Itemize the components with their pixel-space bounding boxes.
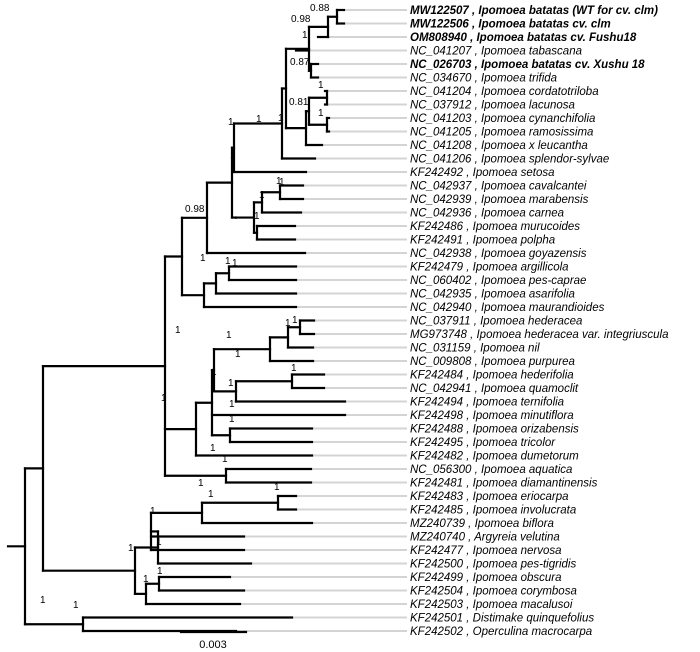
support-value: 1 (318, 108, 324, 119)
support-value: 1 (156, 537, 162, 548)
support-value: 0.87 (290, 57, 310, 68)
support-value: 1 (276, 176, 282, 187)
support-value: 1 (198, 478, 204, 489)
support-value: 1 (40, 595, 46, 606)
tip-label: KF242477 , Ipomoea nervosa (410, 545, 562, 557)
tip-label: KF242504 , Ipomoea corymbosa (410, 586, 577, 598)
tip-label: NC_041206 , Ipomoea splendor-sylvae (410, 154, 609, 166)
tip-label: KF242486 , Ipomoea murucoides (410, 221, 580, 233)
tip-label: MZ240739 , Ipomoea biflora (410, 518, 554, 530)
tip-label: NC_041205 , Ipomoea ramosissima (410, 127, 593, 139)
tip-label: KF242494 , Ipomoea ternifolia (410, 397, 564, 409)
support-value: 1 (291, 363, 297, 374)
tip-label: NC_034670 , Ipomoea trifida (410, 73, 557, 85)
support-value: 0.88 (310, 3, 330, 14)
support-value: 1 (229, 399, 235, 410)
tip-label: KF242492 , Ipomoea setosa (410, 167, 555, 179)
tip-label: MG973748 , Ipomoea hederacea var. integr… (410, 329, 668, 341)
tip-label: KF242479 , Ipomoea argillicola (410, 262, 569, 274)
support-value: 1 (143, 574, 149, 585)
tip-label: KF242483 , Ipomoea eriocarpa (410, 491, 569, 503)
tip-label: MZ240740 , Argyreia velutina (410, 532, 560, 544)
support-value: 1 (235, 349, 241, 360)
tip-label: KF242501 , Distimake quinquefolius (410, 613, 594, 625)
support-value: 1 (225, 256, 231, 267)
support-value: 1 (302, 30, 308, 41)
tip-label: NC_041208 , Ipomoea x leucantha (410, 140, 588, 152)
support-value: 1 (232, 258, 238, 269)
tip-label: KF242482 , Ipomoea dumetorum (410, 451, 579, 463)
tip-label: NC_042941 , Ipomoea quamoclit (410, 383, 579, 395)
tip-label: KF242488 , Ipomoea orizabensis (410, 424, 579, 436)
support-value: 1 (254, 211, 260, 222)
tip-label: NC_037911 , Ipomoea hederacea (410, 316, 582, 328)
tip-label: NC_042937 , Ipomoea cavalcantei (410, 181, 587, 193)
support-value: 1 (208, 489, 214, 500)
tip-label: KF242498 , Ipomoea minutiflora (410, 410, 574, 422)
tip-label: KF242481 , Ipomoea diamantinensis (410, 478, 598, 490)
tip-label: NC_026703 , Ipomoea batatas cv. Xushu 18 (410, 59, 645, 71)
support-value: 1 (200, 253, 206, 264)
tip-label: OM808940 , Ipomoea batatas cv. Fushu18 (410, 32, 637, 44)
support-value: 1 (230, 150, 236, 161)
support-value: 1 (228, 117, 234, 128)
tip-label: NC_009808 , Ipomoea purpurea (410, 356, 575, 368)
support-value: 1 (318, 80, 324, 91)
support-value: 1 (274, 482, 280, 493)
support-value: 1 (128, 543, 134, 554)
tip-label: NC_041207 , Ipomoea tabascana (410, 46, 582, 58)
support-value: 1 (228, 378, 234, 389)
support-value: 1 (150, 506, 156, 517)
support-value: 1 (211, 367, 217, 378)
scale-bar: 0.003 (179, 630, 248, 651)
support-value: 1 (285, 318, 291, 329)
tip-label: KF242491 , Ipomoea polpha (410, 235, 555, 247)
support-value: 0.81 (289, 97, 309, 108)
tip-label: NC_042938 , Ipomoea goyazensis (410, 248, 587, 260)
tip-label: KF242500 , Ipomoea pes-tigridis (410, 559, 576, 571)
tip-label: NC_041204 , Ipomoea cordatotriloba (410, 86, 599, 98)
tip-label: NC_031159 , Ipomoea nil (410, 343, 540, 355)
tip-label: MW122506 , Ipomoea batatas cv. clm (410, 19, 611, 31)
tip-label: NC_042940 , Ipomoea maurandioides (410, 302, 605, 314)
support-value: 0.98 (185, 204, 205, 215)
support-value: 1 (222, 454, 228, 465)
tip-label: NC_042935 , Ipomoea asarifolia (410, 289, 575, 301)
tip-label: KF242484 , Ipomoea hederifolia (410, 370, 574, 382)
support-value: 1 (229, 414, 235, 425)
tip-label: NC_042939 , Ipomoea marabensis (410, 194, 589, 206)
tip-label: NC_037912 , Ipomoea lacunosa (410, 100, 575, 112)
tip-label: NC_056300 , Ipomoea aquatica (410, 464, 572, 476)
support-value: 1 (278, 113, 284, 124)
support-value: 0.98 (291, 14, 311, 25)
tip-label: KF242485 , Ipomoea involucrata (410, 505, 576, 517)
tip-guide-lines (230, 9, 407, 632)
support-value: 1 (157, 566, 163, 577)
tip-label: KF242499 , Ipomoea obscura (410, 572, 562, 584)
support-value: 1 (73, 600, 79, 611)
support-value: 1 (210, 443, 216, 454)
support-value: 1 (175, 325, 181, 336)
support-value: 1 (279, 177, 285, 188)
tip-label: KF242495 , Ipomoea tricolor (410, 437, 556, 449)
tip-label: MW122507 , Ipomoea batatas (WT for cv. c… (410, 5, 658, 17)
tip-labels: MW122507 , Ipomoea batatas (WT for cv. c… (410, 5, 668, 638)
support-value: 1 (259, 190, 265, 201)
tip-label: KF242503 , Ipomoea macalusoi (410, 599, 573, 611)
tree-branches (6, 8, 347, 633)
tip-label: NC_042936 , Ipomoea carnea (410, 208, 564, 220)
support-value: 1 (226, 330, 232, 341)
support-value: 1 (161, 393, 167, 404)
tip-label: NC_041203 , Ipomoea cynanchifolia (410, 113, 595, 125)
support-value: 1 (256, 114, 262, 125)
scale-bar-label: 0.003 (199, 639, 227, 651)
tip-label: NC_060402 , Ipomoea pes-caprae (410, 275, 586, 287)
support-value: 1 (292, 315, 298, 326)
tip-label: KF242502 , Operculina macrocarpa (410, 626, 592, 638)
